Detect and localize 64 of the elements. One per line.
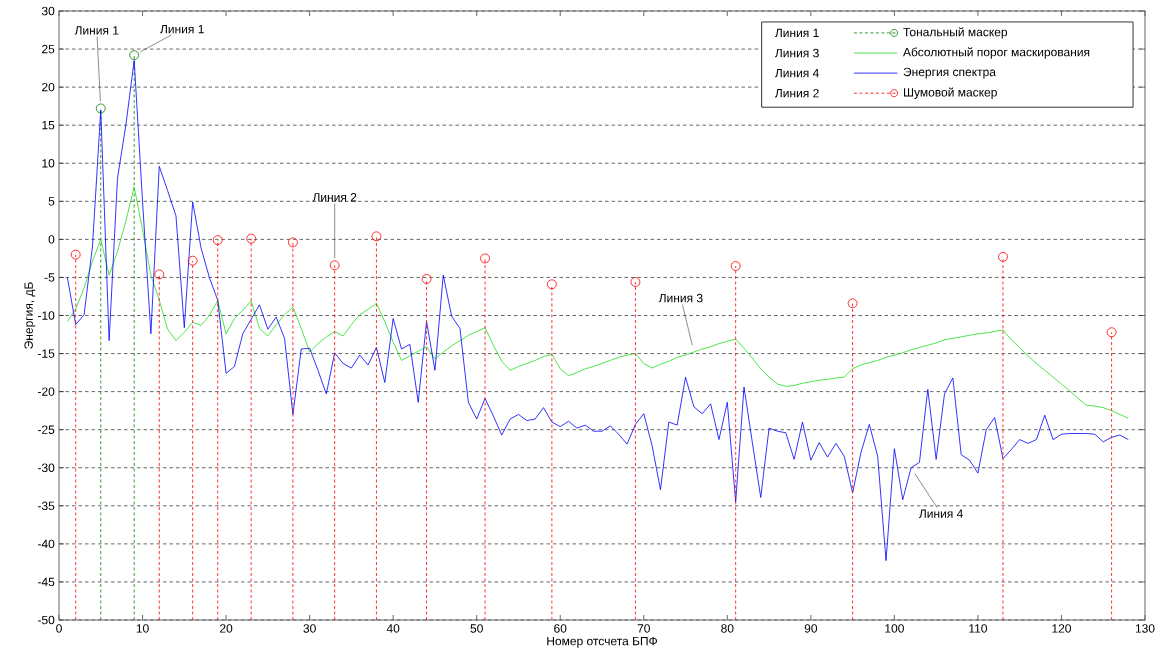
- point: [730, 261, 741, 271]
- y-tick-label: 15: [42, 121, 55, 130]
- point: [154, 269, 165, 280]
- point: [95, 103, 106, 114]
- y-tick-label: 0: [48, 235, 55, 244]
- point: [70, 249, 81, 260]
- x-tick-label: 10: [136, 624, 149, 633]
- x-tick-label: 20: [220, 624, 233, 633]
- y-tick-label: 30: [41, 6, 55, 16]
- x-tick-label: 50: [470, 624, 483, 633]
- x-tick-label: 30: [303, 624, 316, 633]
- annotation: Линия 2: [312, 193, 357, 202]
- x-tick-label: 60: [554, 624, 567, 633]
- x-tick-label: 0: [56, 624, 62, 633]
- y-tick-label: -20: [37, 387, 55, 396]
- point: [998, 251, 1008, 262]
- point: [1106, 327, 1117, 338]
- point: [630, 277, 641, 287]
- y-tick-label: -35: [37, 501, 55, 511]
- legend-label: Шумовой маскер: [904, 87, 997, 99]
- annotation: Линия 1: [74, 26, 119, 35]
- x-tick-label: 120: [1052, 624, 1071, 633]
- y-tick-label: 25: [42, 44, 55, 54]
- point: [421, 274, 432, 284]
- annotation: Линия 1: [160, 24, 204, 34]
- y-tick-label: -40: [37, 539, 55, 549]
- annotation: Линия 3: [774, 48, 819, 58]
- y-tick-label: -45: [37, 577, 55, 587]
- y-tick-label: -25: [37, 425, 55, 434]
- point: [212, 235, 223, 246]
- x-axis-title: Номер отсчета БПФ: [547, 636, 658, 648]
- annotation: Линия 3: [658, 293, 703, 303]
- y-tick-label: -30: [37, 463, 55, 472]
- point: [371, 231, 382, 242]
- point: [246, 233, 257, 244]
- annotation: Линия 1: [774, 28, 819, 38]
- x-tick-label: 40: [386, 624, 400, 633]
- x-tick-label: 70: [637, 624, 650, 633]
- y-tick-label: -10: [37, 311, 55, 320]
- annotation: Линия 4: [918, 509, 963, 518]
- point: [288, 237, 298, 248]
- y-tick-label: 5: [48, 197, 55, 206]
- point: [546, 279, 557, 290]
- point: [847, 298, 858, 309]
- x-tick-label: 100: [885, 624, 904, 633]
- legend-label: Энергия спектра: [903, 67, 996, 79]
- point: [480, 253, 490, 264]
- y-axis-title: Энергия, дБ: [24, 282, 36, 349]
- y-tick-label: 10: [42, 159, 55, 168]
- y-tick-label: -15: [37, 349, 55, 358]
- legend-label: Тональный маскер: [903, 27, 1008, 39]
- annotation: Линия 2: [774, 88, 819, 98]
- x-tick-label: 130: [1135, 624, 1155, 633]
- y-tick-label: -5: [44, 273, 55, 282]
- legend-label: Абсолютный порог маскирования: [903, 47, 1090, 59]
- x-tick-label: 90: [804, 624, 818, 633]
- point: [329, 260, 340, 271]
- x-tick-label: 110: [969, 624, 988, 633]
- annotation: Линия 4: [774, 68, 819, 78]
- point: [129, 50, 140, 61]
- y-tick-label: 20: [42, 82, 55, 92]
- x-tick-label: 80: [721, 624, 734, 633]
- point: [187, 255, 198, 266]
- y-tick-label: -50: [37, 615, 55, 625]
